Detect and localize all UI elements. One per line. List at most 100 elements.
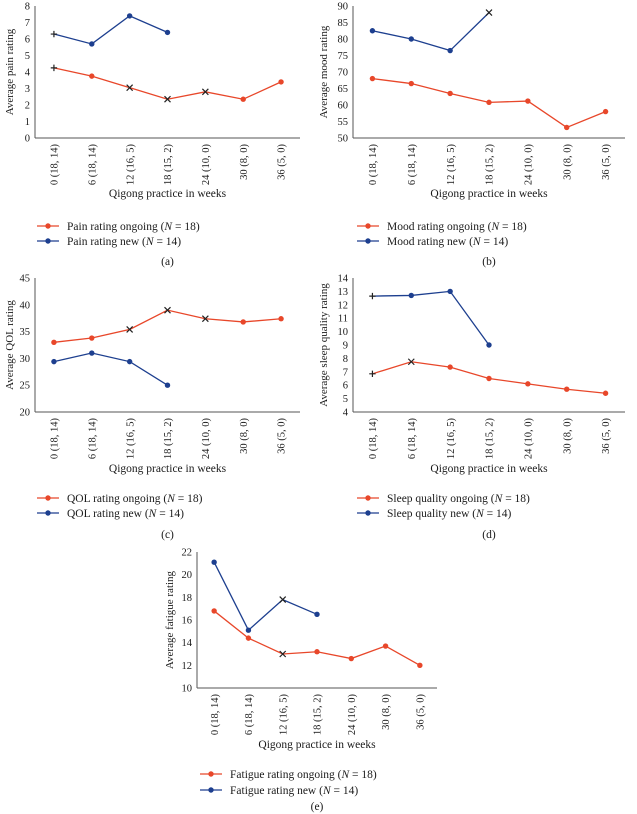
x-axis-title: Qigong practice in weeks [109, 463, 227, 475]
data-point-new [245, 627, 252, 633]
legend-label-ongoing: QOL rating ongoing (N = 18) [67, 493, 203, 505]
data-point-ongoing [50, 64, 58, 72]
y-tick-label: 5 [25, 51, 30, 62]
y-tick-label: 80 [338, 35, 349, 46]
data-point-ongoing [278, 316, 284, 322]
y-tick-label: 6 [25, 35, 30, 46]
panel-label: (d) [482, 529, 496, 541]
x-axis-title: Qigong practice in weeks [430, 463, 548, 475]
y-tick-label: 20 [20, 408, 31, 419]
legend-label-ongoing: Pain rating ongoing (N = 18) [67, 221, 200, 233]
legend-label-ongoing: Fatigue rating ongoing (N = 18) [230, 769, 377, 781]
x-axis-title: Qigong practice in weeks [258, 739, 376, 751]
data-point-new [408, 292, 414, 299]
y-tick-label: 85 [338, 18, 349, 29]
data-point-ongoing [382, 643, 389, 649]
x-tick-label: 18 (15, 2) [485, 144, 496, 186]
legend-marker-new [45, 238, 51, 244]
y-tick-label: 5 [343, 394, 348, 405]
y-tick-label: 9 [343, 341, 348, 352]
y-tick-label: 35 [20, 327, 31, 338]
legend-label-new: Sleep quality new (N = 14) [387, 508, 512, 520]
legend-marker-ongoing [45, 495, 51, 501]
series-line-new [213, 561, 318, 632]
data-point-ongoing [211, 608, 217, 614]
x-tick-label: 30 (8, 0) [239, 418, 250, 454]
data-point-ongoing [564, 124, 570, 131]
data-point-ongoing [51, 339, 57, 346]
data-point-new [164, 29, 171, 36]
x-tick-label: 36 (5, 0) [601, 418, 612, 454]
legend-label-ongoing: Mood rating ongoing (N = 18) [387, 221, 527, 233]
x-tick-label: 36 (5, 0) [416, 694, 427, 730]
y-tick-label: 16 [182, 616, 193, 627]
data-point-new [279, 596, 287, 604]
y-tick-label: 55 [338, 117, 349, 128]
chart-panel-a: 0 1 2 3 4 5 6 7 8 0 (18, 14) 6 (18, 14) 12 (16, 5) 1… [4, 2, 300, 268]
data-point-ongoing [278, 79, 284, 85]
x-tick-label: 36 (5, 0) [601, 144, 612, 180]
data-point-new [89, 350, 95, 356]
x-tick-label: 24 (10, 0) [524, 144, 535, 186]
data-point-ongoing [407, 358, 415, 366]
series-line-new [372, 12, 490, 52]
y-axis-title: Average mood rating [318, 25, 330, 118]
legend-label-new: Pain rating new (N = 14) [67, 236, 181, 248]
data-point-new [126, 13, 133, 19]
x-tick-label: 24 (10, 0) [201, 144, 212, 186]
y-tick-label: 75 [338, 51, 349, 62]
data-point-ongoing [564, 386, 570, 392]
x-tick-label: 36 (5, 0) [277, 144, 288, 180]
y-tick-label: 25 [20, 381, 31, 392]
data-point-ongoing [525, 98, 531, 104]
data-point-ongoing [279, 650, 287, 658]
data-point-ongoing [369, 370, 376, 378]
x-tick-label: 30 (8, 0) [562, 418, 573, 454]
data-point-ongoing [126, 326, 134, 333]
chart-panel-c: 20 25 30 35 40 45 0 (18, 14) 6 (18, 14) 12 (16, … [4, 274, 300, 541]
y-tick-label: 0 [25, 134, 30, 145]
x-tick-label: 12 (16, 5) [125, 144, 136, 186]
series-line-ongoing [213, 610, 421, 666]
x-tick-label: 6 (18, 14) [87, 144, 98, 186]
x-tick-label: 0 (18, 14) [50, 144, 61, 186]
x-tick-label: 12 (16, 5) [125, 418, 136, 460]
data-point-ongoing [201, 88, 209, 96]
y-tick-label: 50 [338, 134, 349, 145]
data-point-ongoing [89, 335, 95, 341]
y-tick-label: 40 [20, 300, 31, 311]
data-point-new [50, 30, 58, 38]
legend-label-new: Fatigue rating new (N = 14) [230, 785, 358, 797]
x-tick-label: 18 (15, 2) [485, 418, 496, 460]
data-point-ongoing [164, 306, 171, 314]
y-tick-label: 22 [182, 548, 193, 559]
x-tick-label: 0 (18, 14) [368, 418, 379, 460]
y-tick-label: 10 [182, 684, 193, 695]
legend-marker-ongoing [45, 223, 51, 229]
y-tick-label: 8 [343, 354, 348, 365]
data-point-ongoing [447, 90, 453, 97]
y-tick-label: 1 [25, 117, 30, 128]
data-point-new [447, 288, 453, 295]
x-tick-label: 12 (16, 5) [446, 144, 457, 186]
y-tick-label: 18 [182, 593, 193, 604]
y-tick-label: 3 [25, 84, 30, 95]
chart-panel-e: 10 12 14 16 18 20 22 0 (18, 14) 6 (18, 14) 12 (16… [164, 548, 437, 813]
x-tick-label: 30 (8, 0) [562, 144, 573, 180]
y-tick-label: 4 [343, 408, 349, 419]
data-point-new [126, 358, 133, 365]
x-tick-label: 6 (18, 14) [407, 144, 418, 186]
data-point-ongoing [164, 95, 171, 103]
y-tick-label: 45 [20, 274, 31, 285]
x-tick-label: 0 (18, 14) [50, 418, 61, 460]
y-axis-title: Average sleep quality rating [318, 283, 330, 407]
y-tick-label: 12 [182, 661, 193, 672]
legend-marker-new [365, 510, 371, 516]
x-tick-label: 0 (18, 14) [368, 144, 379, 186]
legend-label-ongoing: Sleep quality ongoing (N = 18) [387, 493, 530, 505]
y-tick-label: 12 [338, 300, 349, 311]
x-tick-label: 18 (15, 2) [313, 694, 324, 736]
y-tick-label: 10 [338, 327, 349, 338]
y-tick-label: 6 [343, 381, 348, 392]
y-tick-label: 13 [338, 287, 349, 298]
